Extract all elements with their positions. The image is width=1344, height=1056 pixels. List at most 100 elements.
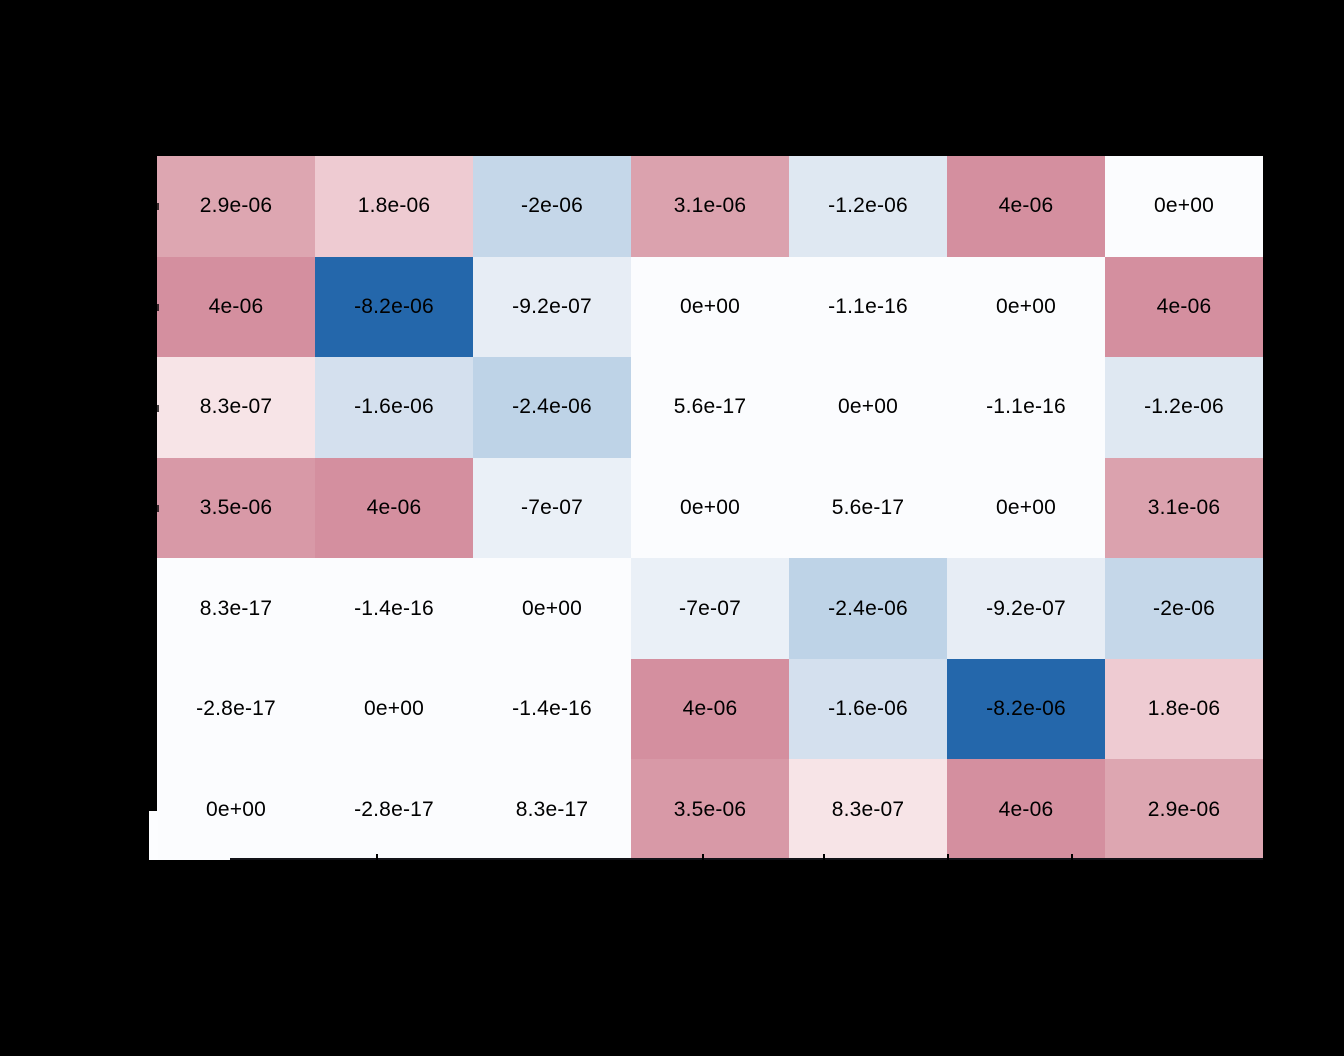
x-axis-tick bbox=[947, 854, 949, 861]
cell-value-label: 5.6e-17 bbox=[831, 495, 905, 519]
cell-value-label: 1.8e-06 bbox=[1147, 697, 1221, 721]
heatmap-cell: -1.4e-16 bbox=[473, 658, 631, 760]
cell-value-label: 3.1e-06 bbox=[673, 194, 747, 218]
cell-value-label: -1.4e-16 bbox=[354, 596, 434, 620]
cell-value-label: 8.3e-17 bbox=[515, 797, 589, 821]
cell-value-label: 4e-06 bbox=[682, 697, 738, 721]
heatmap-cell: 4e-06 bbox=[1105, 256, 1263, 358]
heatmap-cell: 4e-06 bbox=[631, 658, 789, 760]
cell-value-label: 8.3e-17 bbox=[199, 596, 273, 620]
heatmap-cell: 8.3e-17 bbox=[473, 759, 631, 860]
heatmap-cell: -1.6e-06 bbox=[315, 357, 473, 458]
heatmap-cell: -2.8e-17 bbox=[157, 658, 315, 760]
heatmap-cell: -2.8e-17 bbox=[315, 759, 473, 860]
heatmap-cell: -2.4e-06 bbox=[473, 357, 631, 458]
cell-value-label: -1.1e-16 bbox=[986, 395, 1066, 419]
heatmap-cell: 2.9e-06 bbox=[1105, 759, 1263, 860]
cell-value-label: -2.4e-06 bbox=[828, 596, 908, 620]
heatmap-cell: -7e-07 bbox=[631, 558, 789, 659]
cell-value-label: -7e-07 bbox=[679, 596, 741, 620]
cell-value-label: -1.6e-06 bbox=[354, 395, 434, 419]
heatmap-cell: 3.1e-06 bbox=[631, 156, 789, 257]
heatmap-cell: -1.4e-16 bbox=[315, 558, 473, 659]
cell-value-label: 0e+00 bbox=[838, 395, 898, 419]
heatmap-cell: 0e+00 bbox=[315, 658, 473, 760]
heatmap-grid: 2.9e-06 1.8e-06 -2e-06 3.1e-06 -1.2e-06 4e-06… bbox=[157, 156, 1263, 860]
heatmap-cell: -9.2e-07 bbox=[473, 256, 631, 358]
heatmap-cell: 3.5e-06 bbox=[631, 759, 789, 860]
cell-value-label: -1.2e-06 bbox=[1144, 395, 1224, 419]
heatmap-cell: 4e-06 bbox=[947, 156, 1105, 257]
y-axis-tick bbox=[156, 203, 159, 210]
y-axis-tick bbox=[156, 304, 159, 311]
heatmap-cell: 0e+00 bbox=[631, 256, 789, 358]
heatmap-cell: -1.1e-16 bbox=[789, 256, 947, 358]
cell-value-label: 4e-06 bbox=[208, 294, 264, 318]
heatmap-cell: 8.3e-07 bbox=[789, 759, 947, 860]
heatmap-cell: -2e-06 bbox=[1105, 558, 1263, 659]
heatmap-cell: -9.2e-07 bbox=[947, 558, 1105, 659]
heatmap-cell: 0e+00 bbox=[947, 256, 1105, 358]
cell-value-label: -2e-06 bbox=[521, 194, 583, 218]
heatmap-cell: 0e+00 bbox=[157, 759, 315, 860]
cell-value-label: 0e+00 bbox=[206, 797, 266, 821]
heatmap-cell: 0e+00 bbox=[1105, 156, 1263, 257]
x-axis-tick bbox=[823, 854, 825, 861]
cell-value-label: 3.5e-06 bbox=[199, 495, 273, 519]
cell-value-label: 8.3e-07 bbox=[199, 395, 273, 419]
heatmap-cell: 1.8e-06 bbox=[315, 156, 473, 257]
heatmap-cell: 0e+00 bbox=[473, 558, 631, 659]
cell-value-label: 1.8e-06 bbox=[357, 194, 431, 218]
cell-value-label: -9.2e-07 bbox=[986, 596, 1066, 620]
cell-value-label: 0e+00 bbox=[996, 294, 1056, 318]
heatmap-cell: -1.2e-06 bbox=[1105, 357, 1263, 458]
cell-value-label: -1.6e-06 bbox=[828, 697, 908, 721]
x-axis-tick bbox=[702, 854, 704, 861]
heatmap-cell: -7e-07 bbox=[473, 457, 631, 559]
cell-value-label: 0e+00 bbox=[680, 495, 740, 519]
y-axis-tick bbox=[156, 405, 159, 412]
cell-value-label: 0e+00 bbox=[364, 697, 424, 721]
x-axis-line bbox=[230, 858, 1263, 860]
cell-value-label: 0e+00 bbox=[522, 596, 582, 620]
cell-value-label: -8.2e-06 bbox=[354, 294, 434, 318]
heatmap-cell: 1.8e-06 bbox=[1105, 658, 1263, 760]
cell-value-label: -2e-06 bbox=[1153, 596, 1215, 620]
heatmap-cell: 2.9e-06 bbox=[157, 156, 315, 257]
cell-value-label: -1.1e-16 bbox=[828, 294, 908, 318]
cell-value-label: 3.5e-06 bbox=[673, 797, 747, 821]
cell-value-label: -8.2e-06 bbox=[986, 697, 1066, 721]
cell-value-label: 2.9e-06 bbox=[1147, 797, 1221, 821]
heatmap-cell: 4e-06 bbox=[157, 256, 315, 358]
axis-corner-mark bbox=[149, 811, 158, 860]
cell-value-label: 0e+00 bbox=[680, 294, 740, 318]
cell-value-label: 3.1e-06 bbox=[1147, 495, 1221, 519]
heatmap-cell: -2.4e-06 bbox=[789, 558, 947, 659]
x-axis-tick bbox=[1071, 854, 1073, 861]
cell-value-label: 4e-06 bbox=[1156, 294, 1212, 318]
heatmap-cell: 0e+00 bbox=[947, 457, 1105, 559]
cell-value-label: -2.4e-06 bbox=[512, 395, 592, 419]
y-axis-tick bbox=[156, 505, 159, 512]
heatmap-cell: -8.2e-06 bbox=[947, 658, 1105, 760]
cell-value-label: 4e-06 bbox=[998, 194, 1054, 218]
cell-value-label: 4e-06 bbox=[998, 797, 1054, 821]
heatmap-cell: 5.6e-17 bbox=[789, 457, 947, 559]
heatmap-cell: 0e+00 bbox=[789, 357, 947, 458]
cell-value-label: 0e+00 bbox=[1154, 194, 1214, 218]
heatmap-cell: -1.2e-06 bbox=[789, 156, 947, 257]
cell-value-label: 4e-06 bbox=[366, 495, 422, 519]
heatmap-cell: -2e-06 bbox=[473, 156, 631, 257]
heatmap-cell: 8.3e-07 bbox=[157, 357, 315, 458]
cell-value-label: -2.8e-17 bbox=[196, 697, 276, 721]
cell-value-label: -1.2e-06 bbox=[828, 194, 908, 218]
cell-value-label: 0e+00 bbox=[996, 495, 1056, 519]
heatmap-cell: 4e-06 bbox=[947, 759, 1105, 860]
cell-value-label: 5.6e-17 bbox=[673, 395, 747, 419]
heatmap-cell: 5.6e-17 bbox=[631, 357, 789, 458]
cell-value-label: -9.2e-07 bbox=[512, 294, 592, 318]
cell-value-label: 2.9e-06 bbox=[199, 194, 273, 218]
cell-value-label: -1.4e-16 bbox=[512, 697, 592, 721]
heatmap-cell: 3.5e-06 bbox=[157, 457, 315, 559]
